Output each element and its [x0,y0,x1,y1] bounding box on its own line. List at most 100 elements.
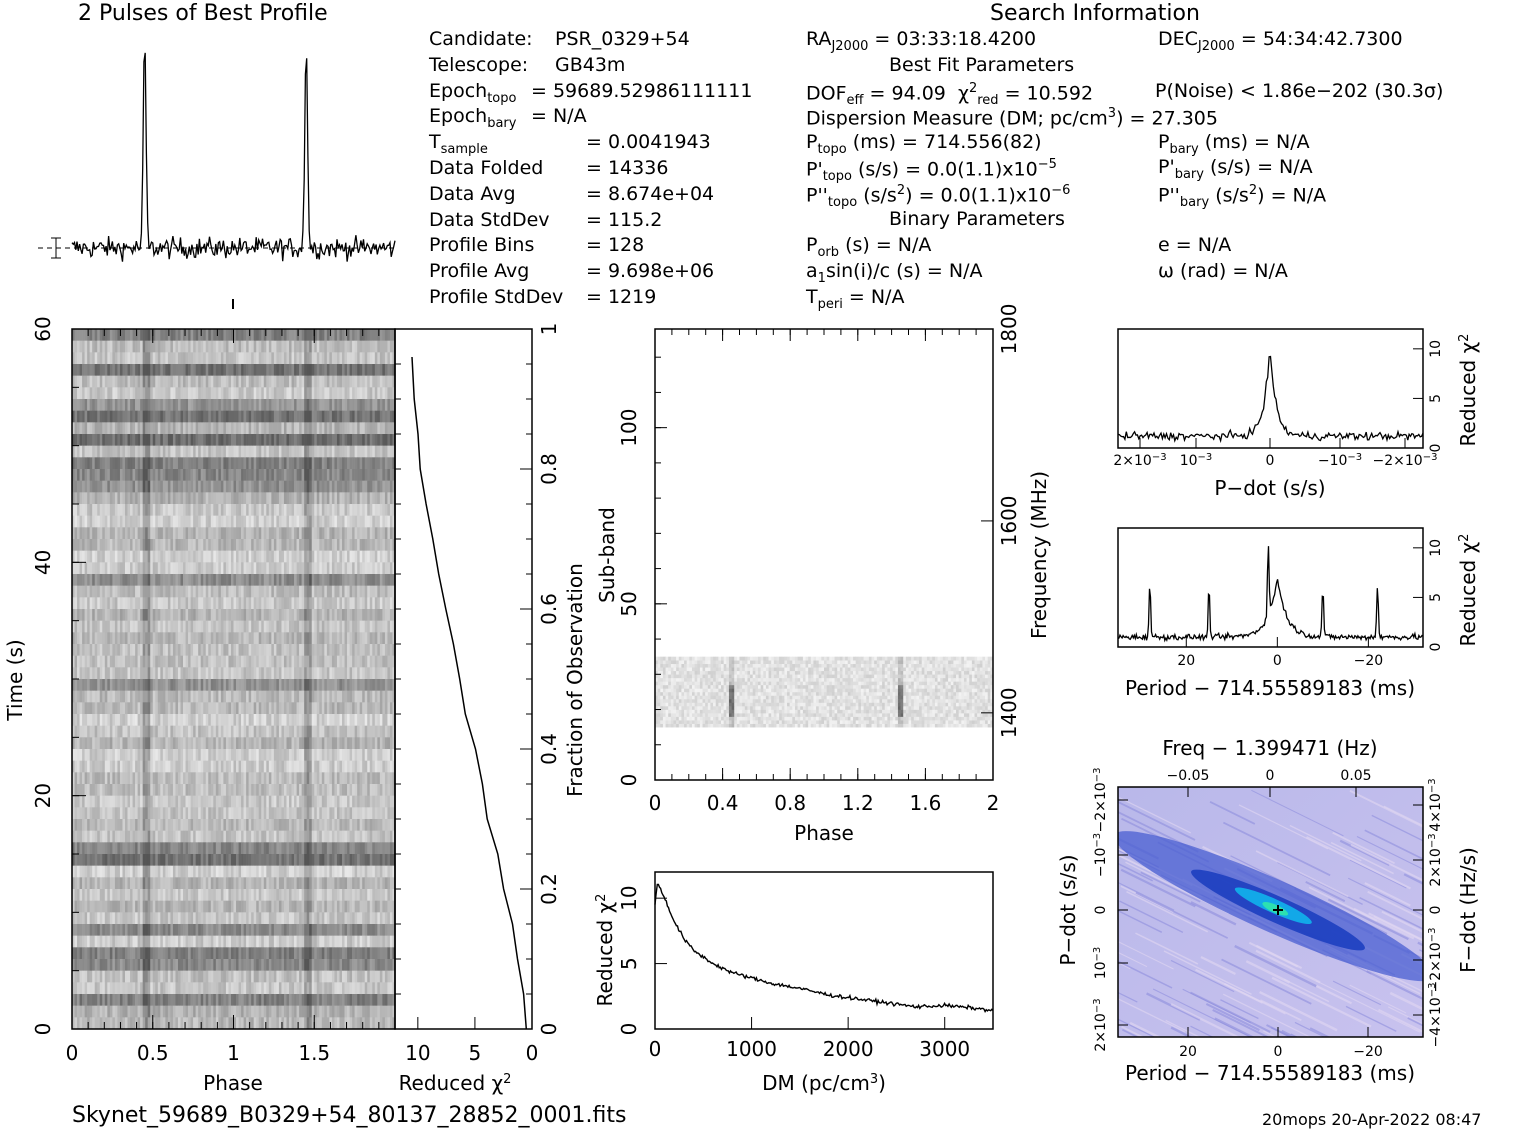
heatmap-cell [342,445,345,458]
heatmap-cell [342,539,345,551]
heatmap-cell [344,387,348,400]
heatmap-cell [253,527,257,540]
heatmap-cell [122,504,126,516]
heatmap-cell [362,515,366,528]
heatmap-cell [127,714,131,726]
heatmap-cell [109,527,113,540]
heatmap-cell [291,585,295,598]
heatmap-cell [137,399,141,411]
heatmap-cell [213,644,217,656]
heatmap-cell [97,434,101,446]
heatmap-cell [354,714,358,726]
heatmap-cell [114,469,118,481]
heatmap-cell [142,352,146,365]
heatmap-cell [107,667,111,680]
heatmap-cell [170,422,174,435]
heatmap-cell [261,574,265,586]
heatmap-cell [357,364,360,376]
heatmap-cell [263,585,267,598]
heatmap-cell [246,585,249,598]
heatmap-cell [324,690,328,703]
heatmap-cell [145,364,148,376]
heatmap-cell [278,597,282,610]
heatmap-cell [382,702,386,715]
heatmap-cell [220,539,224,551]
heatmap-cell [170,702,174,715]
heatmap-cell [238,760,242,773]
heatmap-cell [220,632,224,645]
heatmap-cell [142,749,146,761]
heatmap-cell [384,597,388,610]
heatmap-cell [294,620,297,633]
heatmap-cell [92,434,96,446]
heatmap-cell [283,329,287,341]
heatmap-cell [342,749,345,761]
heatmap-cell [324,329,328,341]
heatmap-cell [354,737,358,750]
heatmap-cell [294,515,297,528]
heatmap-cell [218,585,222,598]
heatmap-cell [160,737,164,750]
info-left-label: Data Folded [429,157,544,179]
heatmap-cell [389,375,393,388]
heatmap-cell [359,620,363,633]
heatmap-cell [334,562,338,575]
heatmap-cell [92,387,96,400]
heatmap-cell [213,597,217,610]
heatmap-cell [354,387,358,400]
heatmap-cell [228,504,232,516]
heatmap-cell [223,539,227,551]
heatmap-cell [155,469,159,481]
heatmap-cell [74,562,78,575]
heatmap-cell [180,492,184,505]
heatmap-cell [362,574,366,586]
heatmap-cell [190,714,194,726]
heatmap-cell [286,364,290,376]
heatmap-cell [294,690,297,703]
heatmap-cell [177,329,181,341]
heatmap-cell [319,609,323,621]
heatmap-cell [283,364,287,376]
heatmap-cell [283,352,287,365]
heatmap-cell [276,539,280,551]
heatmap-cell [306,434,310,446]
heatmap-cell [172,527,176,540]
heatmap-cell [102,737,106,750]
heatmap-cell [286,574,290,586]
heatmap-cell [251,422,254,435]
heatmap-cell [281,445,285,458]
heatmap-cell [236,445,239,458]
heatmap-cell [384,375,388,388]
heatmap-cell [296,609,300,621]
heatmap-cell [213,329,217,341]
heatmap-cell [220,597,224,610]
heatmap-cell [248,714,252,726]
heatmap-cell [177,609,181,621]
heatmap-cell [127,469,131,481]
heatmap-cell [253,539,257,551]
heatmap-cell [218,702,222,715]
heatmap-cell [175,644,179,656]
heatmap-cell [195,515,199,528]
heatmap-cell [304,574,307,586]
heatmap-cell [124,527,128,540]
heatmap-cell [167,620,171,633]
heatmap-cell [92,749,96,761]
heatmap-cell [294,387,297,400]
heatmap-cell [119,749,123,761]
heatmap-cell [165,725,169,738]
heatmap-cell [97,422,101,435]
heatmap-cell [283,410,287,423]
heatmap-cell [238,422,242,435]
heatmap-cell [150,445,154,458]
heatmap-cell [321,667,325,680]
heatmap-cell [273,527,277,540]
heatmap-cell [112,329,116,341]
heatmap-cell [122,550,126,563]
heatmap-cell [309,410,313,423]
heatmap-cell [127,632,131,645]
heatmap-cell [145,585,148,598]
heatmap-cell [132,690,136,703]
heatmap-cell [314,749,318,761]
heatmap-cell [248,562,252,575]
